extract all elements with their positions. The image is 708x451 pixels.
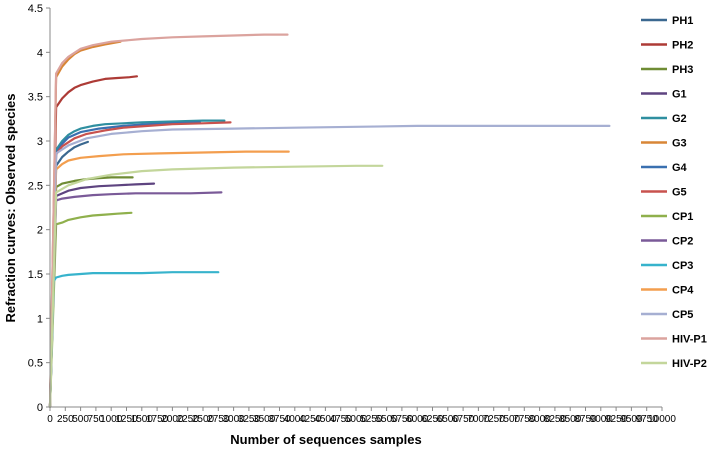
legend-label-g5: G5: [672, 187, 687, 199]
x-tick-label: 9250: [605, 414, 628, 425]
x-tick-label: 8000: [528, 414, 551, 425]
legend-label-hiv-p2: HIV-P2: [672, 358, 707, 370]
x-tick-label: 9500: [620, 414, 643, 425]
x-tick-label: 2000: [161, 414, 184, 425]
x-tick-label: 750: [88, 414, 105, 425]
series-line-hiv-p1: [48, 33, 289, 409]
x-tick-label: 1500: [131, 414, 154, 425]
x-tick-label: 7750: [513, 414, 536, 425]
x-tick-label: 4500: [314, 414, 337, 425]
series-line-cp4: [48, 150, 290, 409]
axes: [49, 8, 662, 408]
legend: PH1 PH2 PH3 G1 G2 G3 G4 G5 CP1 CP2 CP3 CP4 CP5 HIV-P1…: [641, 15, 707, 370]
y-axis-title: Refraction curves: Observed species: [3, 93, 18, 322]
x-tick-label: 2750: [207, 414, 230, 425]
x-tick-label: 7500: [498, 414, 521, 425]
series-line-g5: [48, 121, 232, 409]
y-tick-label: 1.5: [28, 269, 43, 281]
series-line-g2: [48, 119, 226, 409]
y-tick-label: 1: [37, 313, 43, 325]
x-tick-label: 8500: [559, 414, 582, 425]
x-tick-label: 9750: [636, 414, 659, 425]
x-tick-label: 3750: [268, 414, 291, 425]
series-line-g3: [48, 40, 122, 409]
x-tick-label: 1750: [146, 414, 169, 425]
x-tick-label: 6000: [406, 414, 429, 425]
x-tick-label: 500: [72, 414, 89, 425]
legend-label-g2: G2: [672, 113, 687, 125]
y-tick-label: 3: [37, 136, 43, 148]
y-tick-label: 2: [37, 225, 43, 237]
x-tick-label: 6250: [421, 414, 444, 425]
x-tick-label: 0: [47, 414, 53, 425]
x-tick-label: 1000: [100, 414, 123, 425]
x-tick-label: 5250: [360, 414, 383, 425]
y-tick-label: 4: [37, 47, 43, 59]
legend-label-cp3: CP3: [672, 260, 693, 272]
x-tick-label: 2250: [177, 414, 200, 425]
x-tick-label: 3500: [253, 414, 276, 425]
x-tick-label: 5000: [345, 414, 368, 425]
plot-lines: [48, 33, 611, 409]
legend-label-ph1: PH1: [672, 15, 693, 27]
y-ticks: 0 0.5 1 1.5 2 2.5 3 3.5 4 4.5: [28, 3, 50, 414]
x-tick-label: 5500: [375, 414, 398, 425]
series-line-cp1: [48, 211, 133, 409]
x-tick-label: 5750: [391, 414, 414, 425]
legend-label-hiv-p1: HIV-P1: [672, 334, 707, 346]
series-line-g1: [48, 182, 156, 409]
x-axis-title: Number of sequences samples: [230, 432, 421, 447]
x-tick-label: 4000: [284, 414, 307, 425]
series-line-cp2: [48, 191, 223, 409]
x-tick-label: 3250: [238, 414, 261, 425]
legend-label-cp2: CP2: [672, 236, 693, 248]
y-tick-label: 0.5: [28, 358, 43, 370]
legend-label-cp1: CP1: [672, 211, 693, 223]
series-line-ph3: [48, 176, 134, 409]
legend-label-cp5: CP5: [672, 309, 693, 321]
legend-label-ph2: PH2: [672, 40, 693, 52]
x-tick-label: 4750: [330, 414, 353, 425]
x-tick-label: 6750: [452, 414, 475, 425]
series-line-g4: [48, 121, 201, 409]
x-tick-label: 4250: [299, 414, 322, 425]
x-tick-label: 1250: [115, 414, 138, 425]
y-tick-label: 0: [37, 402, 43, 414]
series-line-cp5: [48, 124, 611, 409]
legend-label-cp4: CP4: [672, 285, 694, 297]
legend-label-ph3: PH3: [672, 64, 693, 76]
series-line-ph2: [48, 75, 138, 409]
x-tick-label: 7250: [483, 414, 506, 425]
series-line-hiv-p2: [48, 164, 384, 409]
x-tick-label: 8250: [544, 414, 567, 425]
legend-label-g4: G4: [672, 162, 688, 174]
x-tick-label: 2500: [192, 414, 215, 425]
y-tick-label: 2.5: [28, 180, 43, 192]
y-tick-label: 3.5: [28, 92, 43, 104]
x-tick-label: 6500: [437, 414, 460, 425]
series-line-cp3: [48, 271, 220, 409]
x-tick-label: 3000: [222, 414, 245, 425]
x-tick-label: 10000: [648, 414, 676, 425]
y-tick-label: 4.5: [28, 3, 43, 15]
legend-label-g3: G3: [672, 138, 687, 150]
x-tick-label: 7000: [467, 414, 490, 425]
x-tick-label: 8750: [574, 414, 597, 425]
legend-label-g1: G1: [672, 89, 687, 101]
x-ticks: 0 250500750100012501500175020002250250027…: [47, 407, 676, 425]
x-tick-label: 250: [57, 414, 74, 425]
x-tick-label: 9000: [590, 414, 613, 425]
